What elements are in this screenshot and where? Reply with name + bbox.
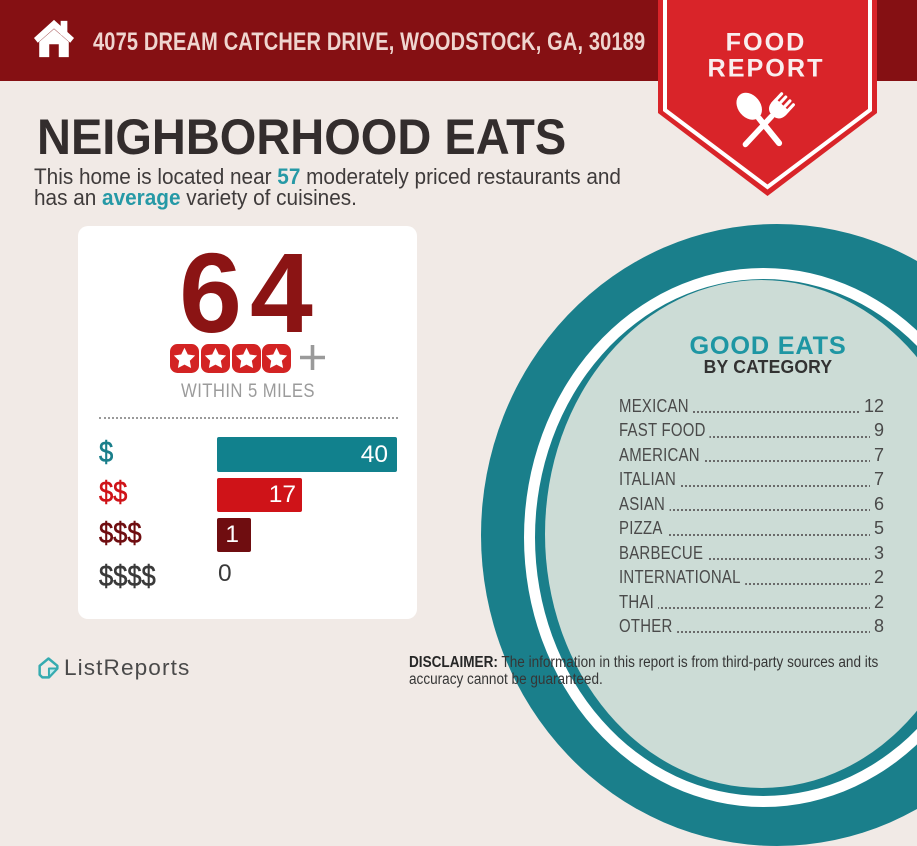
svg-text:FOOD: FOOD [726,29,807,57]
svg-text:REPORT: REPORT [708,55,825,83]
